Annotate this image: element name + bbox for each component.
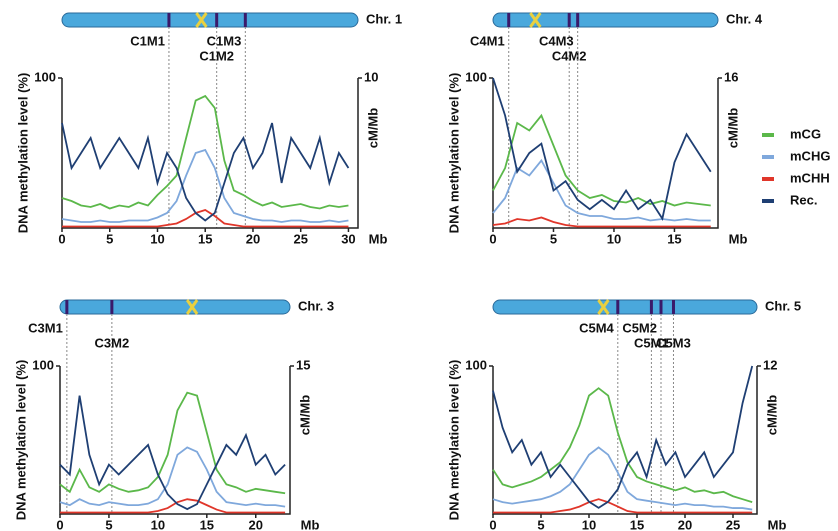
x-tick-label: 20 — [249, 517, 263, 531]
x-tick-label: 0 — [489, 517, 496, 531]
centromere — [185, 299, 199, 315]
x-tick-label: 10 — [150, 231, 164, 246]
marker-label: C3M1 — [28, 320, 63, 335]
chromosome — [61, 12, 359, 28]
x-tick-label: 5 — [550, 231, 557, 246]
marker-label: C5M2 — [622, 320, 657, 335]
x-tick-label: 10 — [151, 517, 165, 531]
legend-label: Rec. — [790, 192, 817, 207]
marker-label: C3M2 — [95, 335, 130, 350]
legend-label: mCG — [790, 126, 821, 141]
x-tick-label: 10 — [607, 231, 621, 246]
x-axis-label: Mb — [301, 517, 320, 531]
chromosome-title: Chr. 5 — [765, 298, 801, 313]
y-tick-label: 100 — [34, 69, 56, 84]
series-line — [60, 498, 286, 514]
y2-tick-label: 10 — [364, 69, 378, 84]
y-axis-label: DNA methylation level (%) — [15, 73, 30, 234]
marker-label: C1M1 — [130, 33, 165, 48]
y2-axis-label: cM/Mb — [725, 108, 740, 149]
marker-label: C4M3 — [539, 33, 574, 48]
series-line — [492, 113, 711, 207]
chromosome — [492, 299, 758, 315]
y-axis-label: DNA methylation level (%) — [446, 360, 461, 521]
x-tick-label: 15 — [630, 517, 644, 531]
marker-label: C1M2 — [199, 48, 234, 63]
legend-label: mCHG — [790, 148, 830, 163]
y2-axis-label: cM/Mb — [365, 108, 380, 149]
y2-axis-label: cM/Mb — [764, 395, 779, 436]
x-axis-label: Mb — [768, 517, 787, 531]
axes — [492, 78, 719, 229]
x-tick-label: 20 — [246, 231, 260, 246]
chromosome — [59, 299, 291, 315]
chromosome-title: Chr. 4 — [726, 11, 763, 26]
y-tick-label: 100 — [465, 357, 487, 372]
x-tick-label: 5 — [105, 517, 112, 531]
series-line — [61, 122, 350, 222]
series-line — [492, 77, 712, 221]
legend-swatch — [762, 199, 774, 203]
series-line — [59, 446, 286, 508]
legend-swatch — [762, 177, 774, 181]
y-tick-label: 100 — [465, 69, 487, 84]
marker-label: C4M1 — [470, 33, 505, 48]
centromere — [195, 12, 208, 28]
chromosome — [492, 12, 719, 28]
series-line — [492, 216, 711, 228]
series-line — [493, 498, 753, 514]
series-line — [492, 446, 753, 511]
series-line — [61, 148, 349, 223]
x-tick-label: 15 — [198, 231, 212, 246]
x-tick-label: 0 — [58, 231, 65, 246]
centromere — [529, 12, 542, 28]
centromere — [597, 299, 610, 315]
series-line — [492, 365, 754, 509]
series-line — [492, 387, 753, 504]
marker-label: C5M1 — [634, 335, 669, 350]
y2-tick-label: 12 — [763, 357, 777, 372]
legend-label: mCHH — [790, 170, 830, 185]
marker-label: C5M3 — [656, 335, 691, 350]
x-axis-label: Mb — [369, 231, 388, 246]
axes — [61, 78, 359, 229]
x-tick-label: 25 — [726, 517, 740, 531]
x-tick-label: 15 — [200, 517, 214, 531]
series-line — [59, 391, 286, 495]
y2-axis-label: cM/Mb — [297, 395, 312, 436]
x-tick-label: 0 — [489, 231, 496, 246]
series-line — [61, 94, 349, 210]
legend-swatch — [762, 133, 774, 137]
x-tick-label: 0 — [56, 517, 63, 531]
x-tick-label: 20 — [678, 517, 692, 531]
x-tick-label: 30 — [341, 231, 355, 246]
marker-label: C1M3 — [207, 33, 242, 48]
x-tick-label: 5 — [106, 231, 113, 246]
axes — [59, 366, 291, 515]
y-axis-label: DNA methylation level (%) — [13, 360, 28, 521]
y2-tick-label: 15 — [296, 357, 310, 372]
x-tick-label: 10 — [582, 517, 596, 531]
axes — [492, 366, 758, 515]
y2-tick-label: 16 — [724, 69, 738, 84]
legend-swatch — [762, 155, 774, 159]
x-tick-label: 15 — [667, 231, 681, 246]
x-axis-label: Mb — [729, 231, 748, 246]
x-tick-label: 5 — [537, 517, 544, 531]
marker-label: C5M4 — [579, 320, 614, 335]
series-line — [59, 395, 286, 511]
y-tick-label: 100 — [32, 357, 54, 372]
series-line — [492, 158, 711, 222]
chromosome-title: Chr. 3 — [298, 298, 334, 313]
y-axis-label: DNA methylation level (%) — [446, 73, 461, 234]
marker-label: C4M2 — [552, 48, 587, 63]
x-tick-label: 25 — [293, 231, 307, 246]
chromosome-title: Chr. 1 — [366, 11, 402, 26]
series-line — [62, 209, 349, 228]
